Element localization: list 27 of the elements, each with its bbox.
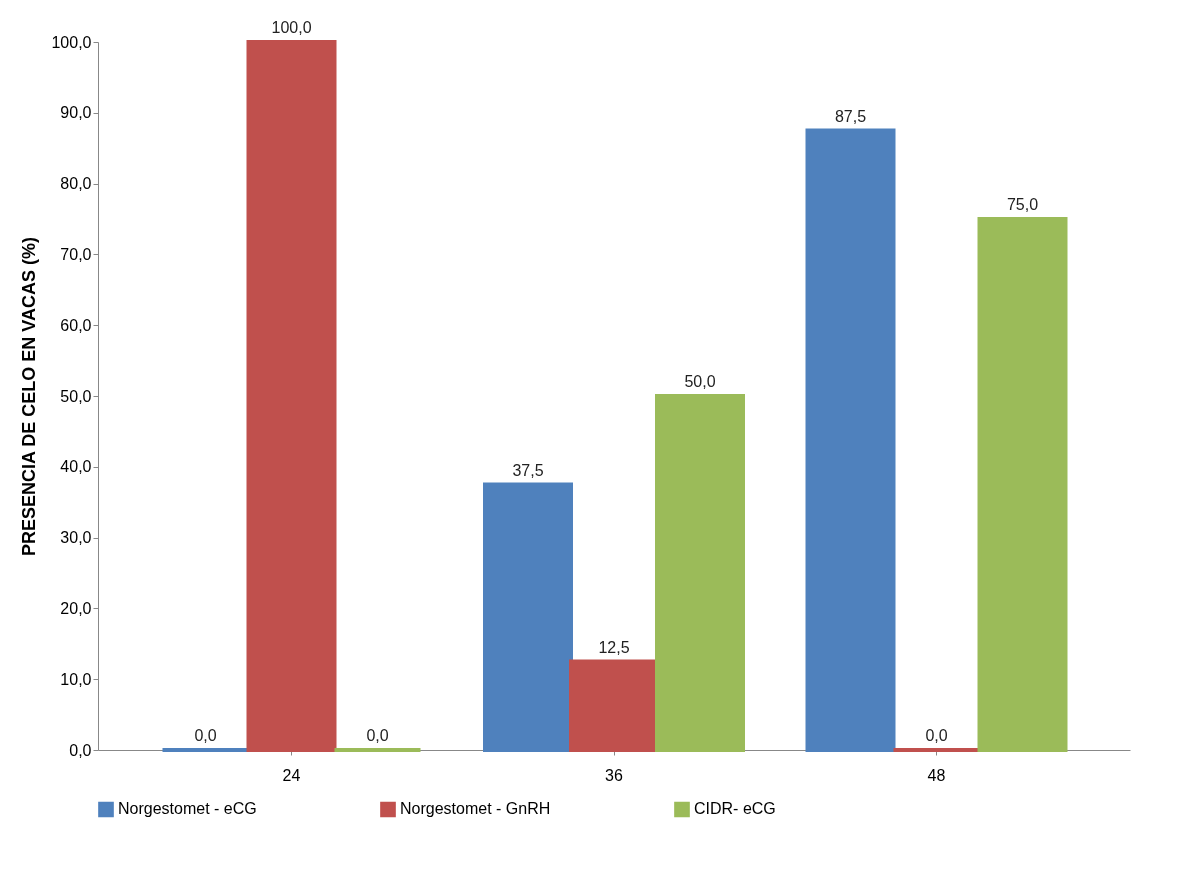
data-label: 37,5: [512, 461, 544, 479]
x-tick-label: 48: [927, 766, 946, 784]
data-label: 87,5: [834, 107, 867, 125]
y-tick-label: 60,0: [60, 316, 92, 334]
data-label: 0,0: [194, 727, 217, 744]
y-tick-label: 100,0: [51, 33, 92, 51]
data-label: 0,0: [925, 727, 948, 744]
y-tick-label: 90,0: [60, 104, 92, 122]
data-label: 12,5: [598, 638, 630, 656]
legend-label: CIDR- eCG: [694, 800, 776, 818]
y-tick-label: 20,0: [60, 599, 92, 617]
legend-label: Norgestomet - eCG: [118, 800, 257, 818]
y-tick-label: 0,0: [69, 741, 92, 759]
x-tick-label: 36: [605, 766, 623, 784]
y-tick-label: 10,0: [60, 670, 92, 688]
y-tick-label: 30,0: [60, 529, 92, 547]
data-label: 0,0: [366, 727, 389, 744]
data-label: 75,0: [1006, 196, 1039, 213]
x-tick-label: 24: [282, 766, 301, 784]
y-tick-label: 40,0: [60, 458, 92, 476]
y-tick-label: 80,0: [60, 175, 92, 193]
y-tick-label: 50,0: [60, 387, 92, 405]
data-label: 100,0: [271, 19, 312, 36]
y-tick-label: 70,0: [60, 245, 92, 263]
legend-label: Norgestomet - GnRH: [400, 800, 551, 818]
y-axis-title: PRESENCIA DE CELO EN VACAS (%): [19, 236, 40, 557]
data-label: 50,0: [684, 373, 716, 390]
